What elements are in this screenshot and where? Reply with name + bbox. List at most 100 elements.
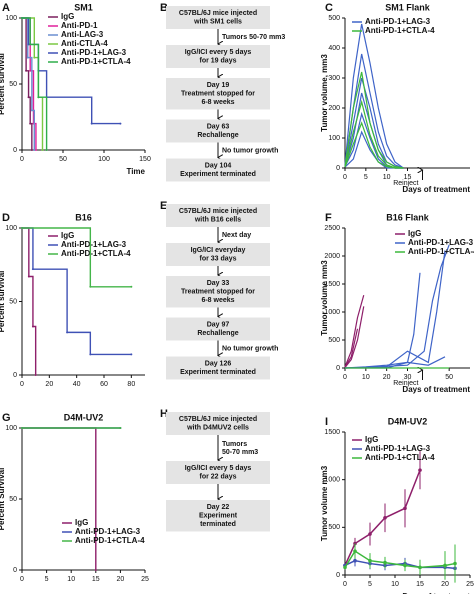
x-tick-label: 20	[45, 381, 53, 388]
flow-box-text: IgG/ICI everyday	[191, 247, 246, 254]
y-tick-label: 100	[5, 15, 17, 22]
flow-box-text: Experiment terminated	[180, 369, 256, 376]
mean-point	[353, 558, 357, 563]
flow-box-text: Day 22	[207, 504, 230, 511]
y-tick-label: 0	[13, 567, 17, 574]
flow-box-text: with B16 cells	[194, 217, 241, 224]
tumor-line	[344, 328, 359, 368]
flow-box	[166, 78, 270, 110]
survival-point	[33, 56, 36, 59]
flow-note: Tumors 50-70 mm3	[222, 34, 285, 41]
survival-point	[27, 96, 30, 99]
flow-box-text: C57BL/6J mice injected	[179, 10, 257, 17]
legend-label: Anti-PD-1+CTLA-4	[408, 247, 474, 256]
mean-point	[403, 563, 407, 568]
x-tick-label: 10	[362, 374, 370, 381]
survival-point	[130, 285, 133, 288]
flow-box-text: Day 104	[205, 163, 232, 170]
flow-box-text: Treatment stopped for	[181, 91, 255, 98]
panel-letter: C	[325, 2, 333, 14]
legend-label: IgG	[61, 231, 74, 240]
survival-point	[21, 427, 23, 429]
legend-label: IgG	[75, 518, 88, 527]
survival-point	[34, 374, 37, 376]
mean-point	[368, 558, 372, 563]
flow-box-text: Day 33	[207, 280, 230, 287]
x-tick-label: 20	[117, 576, 125, 583]
y-tick-label: 100	[328, 135, 340, 142]
survival-point	[34, 149, 37, 151]
mean-point	[453, 561, 457, 566]
panel-letter: I	[325, 416, 328, 428]
survival-point	[26, 56, 29, 59]
legend-label: Anti-PD-1+LAG-3	[61, 240, 127, 249]
x-tick-label: 0	[343, 581, 347, 588]
y-tick-label: 100	[5, 225, 17, 232]
y-axis-label: Tumor volume mm3	[320, 260, 329, 336]
mean-line	[344, 550, 456, 569]
x-tick-label: 0	[20, 576, 24, 583]
panel-letter: A	[2, 2, 10, 14]
x-tick-label: 25	[141, 576, 149, 583]
x-tick-label: 20	[383, 374, 391, 381]
flow-box-text: for 22 days	[200, 474, 237, 481]
x-tick-label: 0	[343, 374, 347, 381]
flow-box	[166, 6, 270, 29]
flow-box	[166, 204, 270, 227]
flow-box-text: Day 126	[205, 361, 232, 368]
mean-point	[353, 549, 357, 553]
flow-box-text: Day 97	[207, 322, 230, 329]
flow-note: No tumor growth	[222, 147, 278, 154]
chart-title: SM1 Flank	[385, 2, 431, 12]
survival-point	[29, 43, 32, 46]
x-axis-label: Days of treatment	[402, 385, 470, 394]
x-tick-label: 150	[139, 156, 151, 163]
survival-point	[94, 569, 97, 571]
survival-point	[29, 69, 32, 72]
tumor-line	[344, 306, 365, 368]
survival-point	[66, 331, 69, 334]
legend-label: Anti-PD-1+CTLA-4	[61, 249, 131, 258]
tumor-line	[344, 272, 421, 369]
survival-curve	[22, 17, 48, 150]
mean-line	[344, 469, 421, 566]
legend-label: Anti-PD-1+LAG-3	[365, 17, 431, 26]
panel-letter: F	[325, 212, 332, 224]
y-tick-label: 50	[9, 81, 17, 88]
survival-point	[27, 43, 30, 46]
y-axis-label: Percent survival	[0, 53, 6, 115]
legend-label: IgG	[365, 435, 378, 444]
flow-box	[166, 158, 270, 182]
flow-note: Tumors	[222, 441, 247, 448]
x-tick-label: 5	[364, 174, 368, 181]
survival-point	[31, 325, 34, 328]
panel-letter: H	[160, 408, 168, 420]
mean-point	[368, 532, 372, 536]
y-tick-label: 500	[328, 15, 340, 22]
x-tick-label: 25	[466, 581, 474, 588]
x-tick-label: 10	[383, 174, 391, 181]
flow-box-text: for 19 days	[200, 58, 237, 65]
survival-curve	[22, 227, 132, 356]
tumor-line	[344, 295, 365, 368]
legend-label: Anti-PD-1	[61, 21, 98, 30]
flow-box-text: with SM1 cells	[193, 19, 242, 26]
tumor-line	[344, 121, 404, 169]
legend-label: Anti-LAG-3	[61, 30, 104, 39]
flow-box	[166, 243, 270, 266]
legend-label: IgG	[61, 12, 74, 21]
annotation: Reinject	[393, 180, 418, 187]
chart-title: B16	[75, 212, 92, 222]
flow-box-text: Rechallenge	[197, 330, 238, 337]
flow-box-text: IgG/ICI every 5 days	[185, 465, 252, 472]
x-tick-label: 60	[100, 381, 108, 388]
legend-label: Anti-PD-1+CTLA-4	[75, 536, 145, 545]
survival-point	[37, 96, 40, 99]
x-tick-label: 10	[391, 581, 399, 588]
flow-box-text: Rechallenge	[197, 132, 238, 139]
y-tick-label: 0	[336, 365, 340, 372]
survival-point	[45, 149, 48, 151]
flow-box-text: Treatment stopped for	[181, 289, 255, 296]
survival-curve	[22, 427, 97, 570]
